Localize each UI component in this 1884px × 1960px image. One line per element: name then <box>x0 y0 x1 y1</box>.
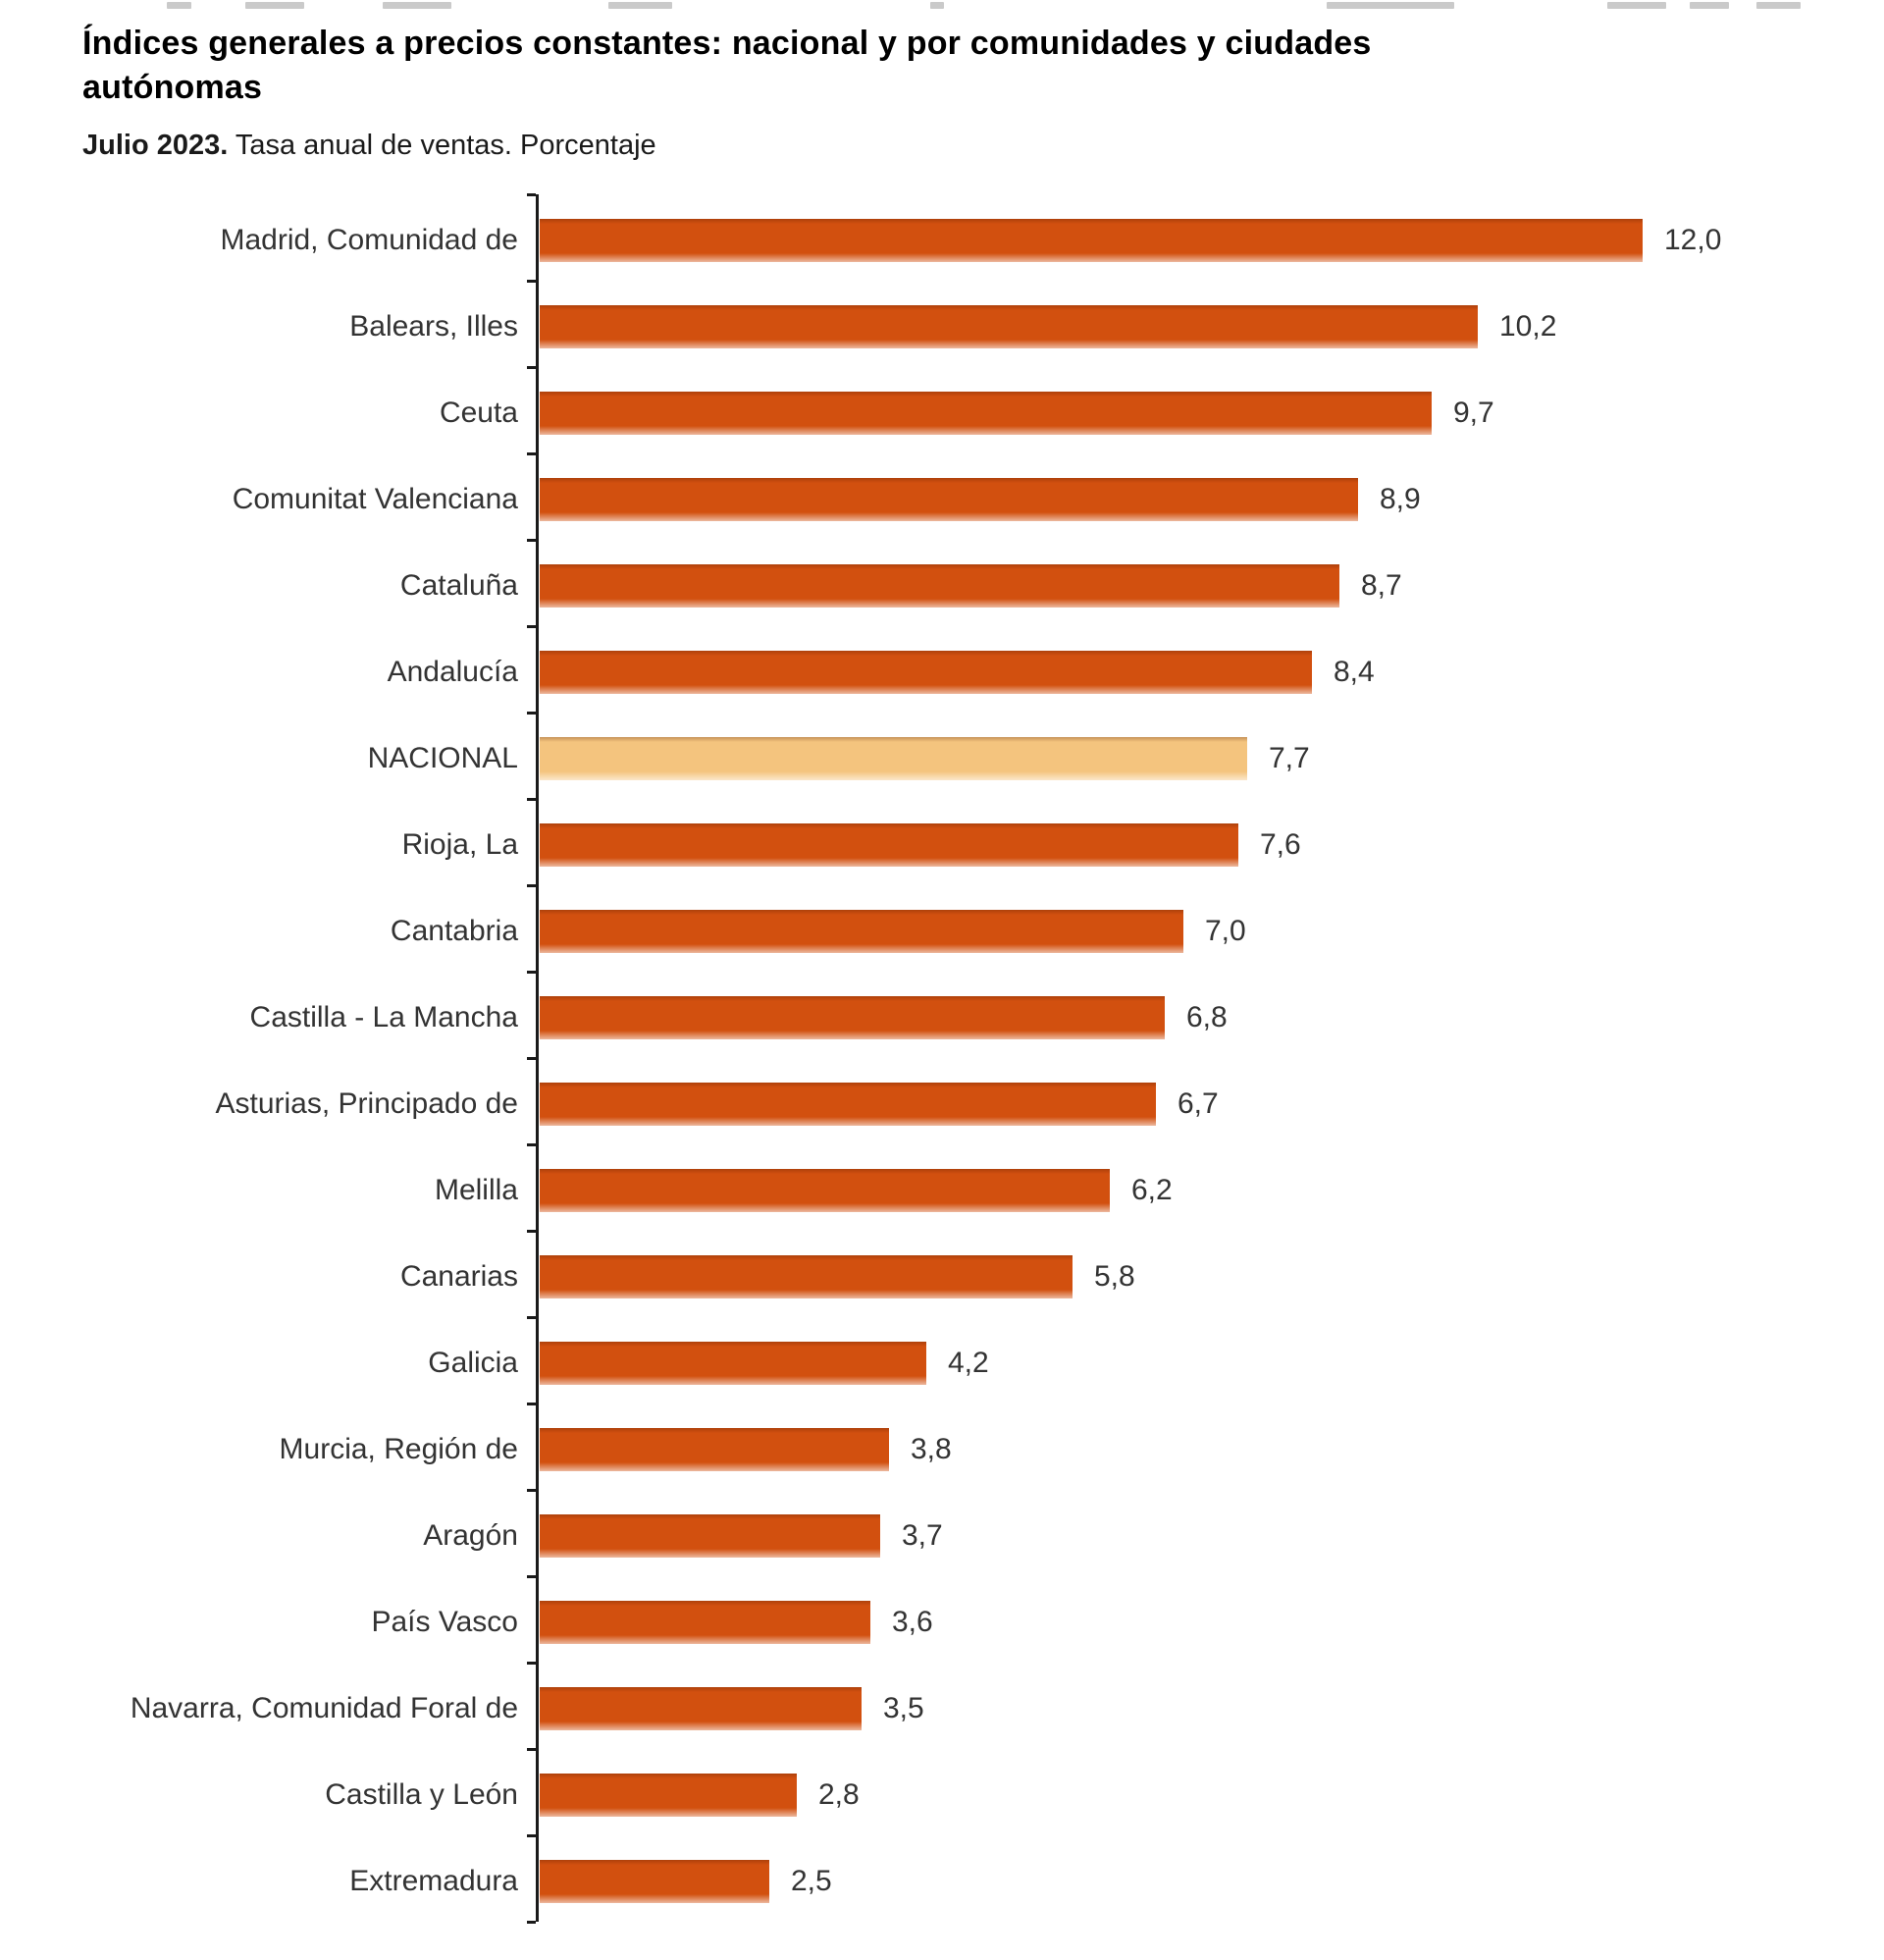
cropped-text-artifact <box>930 2 944 9</box>
cropped-text-artifact <box>1327 2 1454 9</box>
axis-tick <box>527 1489 536 1492</box>
bar <box>540 1428 889 1471</box>
axis-tick <box>527 280 536 283</box>
category-label: Rioja, La <box>401 828 518 861</box>
axis-tick <box>527 1143 536 1146</box>
value-label: 8,9 <box>1380 483 1421 515</box>
category-label: Andalucía <box>387 656 518 688</box>
bar <box>540 823 1238 867</box>
value-label: 5,8 <box>1094 1260 1135 1293</box>
bar <box>540 1687 862 1730</box>
axis-tick <box>527 193 536 196</box>
axis-tick <box>527 884 536 887</box>
axis-tick <box>527 971 536 974</box>
axis-tick <box>527 625 536 628</box>
value-label: 2,5 <box>791 1865 832 1897</box>
bar <box>540 1601 870 1644</box>
value-label: 6,7 <box>1178 1087 1219 1120</box>
cropped-text-artifact <box>383 2 451 9</box>
chart-title: Índices generales a precios constantes: … <box>82 25 1372 106</box>
category-label: Balears, Illes <box>349 310 518 343</box>
bar <box>540 1083 1156 1126</box>
category-label: Asturias, Principado de <box>215 1087 519 1120</box>
value-label: 7,6 <box>1260 828 1301 861</box>
axis-tick <box>527 1921 536 1924</box>
cropped-text-artifact <box>1690 2 1729 9</box>
category-label: Melilla <box>434 1174 518 1206</box>
bar <box>540 1514 880 1558</box>
bar <box>540 910 1183 953</box>
category-label: Murcia, Región de <box>279 1433 518 1465</box>
bar <box>540 1169 1110 1212</box>
bar <box>540 478 1358 521</box>
value-label: 10,2 <box>1499 310 1557 343</box>
value-label: 6,8 <box>1186 1001 1228 1033</box>
chart-subtitle: Julio 2023. Tasa anual de ventas. Porcen… <box>82 128 656 163</box>
category-label: Galicia <box>428 1347 518 1379</box>
cropped-text-artifact <box>608 2 672 9</box>
cropped-text-artifact <box>167 2 191 9</box>
bar <box>540 651 1312 694</box>
category-label: NACIONAL <box>367 742 518 774</box>
axis-tick <box>527 798 536 801</box>
axis-tick <box>527 712 536 715</box>
value-label: 12,0 <box>1664 224 1722 256</box>
value-label: 8,7 <box>1361 569 1402 602</box>
category-label: Castilla - La Mancha <box>249 1001 518 1033</box>
cropped-text-artifact-strip <box>0 0 1884 14</box>
cropped-text-artifact <box>245 2 304 9</box>
y-axis-line <box>536 194 539 1922</box>
bar <box>540 219 1643 262</box>
subtitle-period: Julio 2023. <box>82 130 229 161</box>
bar <box>540 305 1478 348</box>
bar <box>540 1860 769 1903</box>
category-label: Comunitat Valenciana <box>232 483 518 515</box>
axis-tick <box>527 1834 536 1837</box>
value-label: 9,7 <box>1453 397 1494 429</box>
bar-nacional-highlight <box>540 737 1247 780</box>
subtitle-measure: Tasa anual de ventas. Porcentaje <box>228 130 656 161</box>
bar <box>540 564 1339 608</box>
category-label: Canarias <box>399 1260 518 1293</box>
value-label: 6,2 <box>1131 1174 1173 1206</box>
category-label: País Vasco <box>371 1606 518 1638</box>
axis-tick <box>527 1748 536 1751</box>
value-label: 3,5 <box>883 1692 924 1724</box>
bar <box>540 1774 797 1817</box>
axis-tick <box>527 452 536 455</box>
value-label: 7,7 <box>1269 742 1310 774</box>
axis-tick <box>527 1316 536 1319</box>
axis-tick <box>527 1662 536 1665</box>
category-label: Extremadura <box>349 1865 518 1897</box>
bar <box>540 1255 1073 1298</box>
category-label: Ceuta <box>439 397 518 429</box>
category-label: Cantabria <box>390 915 518 947</box>
axis-tick <box>527 539 536 542</box>
axis-tick <box>527 1230 536 1233</box>
value-label: 4,2 <box>948 1347 989 1379</box>
category-label: Madrid, Comunidad de <box>220 224 518 256</box>
axis-tick <box>527 1575 536 1578</box>
category-label: Aragón <box>423 1519 518 1552</box>
value-label: 3,8 <box>911 1433 952 1465</box>
axis-tick <box>527 366 536 369</box>
category-label: Navarra, Comunidad Foral de <box>130 1692 518 1724</box>
axis-tick <box>527 1403 536 1405</box>
bar <box>540 392 1432 435</box>
bar <box>540 1342 926 1385</box>
value-label: 8,4 <box>1334 656 1375 688</box>
category-label: Castilla y León <box>325 1778 518 1811</box>
bar <box>540 996 1165 1039</box>
category-label: Cataluña <box>399 569 518 602</box>
cropped-text-artifact <box>1607 2 1666 9</box>
axis-tick <box>527 1057 536 1060</box>
cropped-text-artifact <box>1756 2 1801 9</box>
value-label: 3,7 <box>902 1519 943 1552</box>
value-label: 7,0 <box>1205 915 1246 947</box>
value-label: 3,6 <box>892 1606 933 1638</box>
value-label: 2,8 <box>818 1778 860 1811</box>
